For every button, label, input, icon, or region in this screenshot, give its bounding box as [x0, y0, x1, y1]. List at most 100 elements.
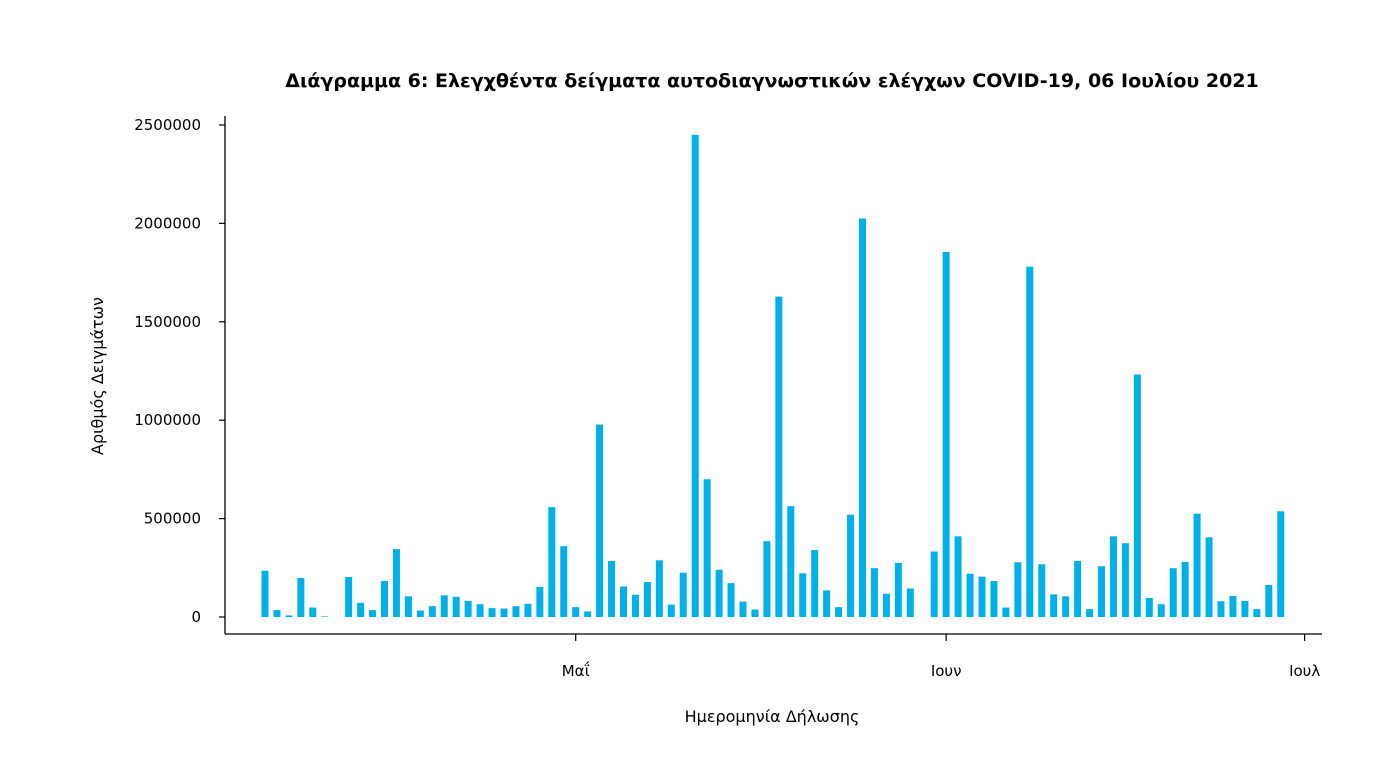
- bar: [345, 577, 353, 617]
- bar: [978, 576, 986, 617]
- bar: [1241, 600, 1249, 617]
- bars-group: [261, 134, 1285, 618]
- bar: [381, 580, 388, 617]
- y-tick-label: 0: [191, 608, 201, 626]
- bar: [1109, 536, 1117, 617]
- bar: [643, 581, 651, 617]
- bar: [882, 593, 890, 617]
- bar: [1157, 604, 1165, 617]
- bar: [1121, 543, 1129, 617]
- chart-title: Διάγραμμα 6: Ελεγχθέντα δείγματα αυτοδια…: [285, 70, 1259, 92]
- bar: [1038, 564, 1046, 617]
- bar: [1002, 607, 1010, 617]
- x-tick-label: Ιουν: [931, 662, 962, 680]
- bar: [1205, 537, 1213, 617]
- bar: [357, 602, 365, 617]
- x-axis-label: Ημερομηνία Δήλωσης: [685, 707, 860, 726]
- bar: [297, 578, 305, 617]
- bar: [1074, 560, 1082, 617]
- bar: [906, 588, 914, 617]
- bar: [655, 560, 663, 617]
- bar: [464, 600, 472, 617]
- bar: [428, 606, 436, 617]
- bar: [775, 296, 783, 617]
- bar: [1253, 609, 1261, 617]
- bar: [596, 424, 604, 617]
- y-tick-label: 500000: [144, 510, 201, 528]
- x-axis: Μαΐ Ιουν Ιουλ: [225, 633, 1322, 680]
- bar: [1014, 562, 1022, 617]
- bar: [285, 615, 293, 617]
- bar: [321, 616, 329, 617]
- bar: [1181, 561, 1189, 617]
- x-tick-label: Μαΐ: [562, 660, 590, 680]
- bar: [572, 607, 580, 617]
- bar: [942, 251, 950, 617]
- bar: [691, 134, 699, 617]
- bar: [715, 569, 723, 617]
- bar: [440, 595, 448, 617]
- y-axis-label: Αριθμός Δειγμάτων: [88, 297, 107, 455]
- bar: [309, 607, 317, 617]
- bar: [799, 573, 807, 617]
- bar: [1265, 584, 1273, 617]
- bar: [823, 590, 831, 617]
- bar: [990, 580, 998, 617]
- bar: [392, 549, 400, 617]
- bar: [894, 562, 902, 617]
- bar: [476, 604, 484, 617]
- bar: [500, 608, 508, 617]
- bar: [1229, 595, 1237, 617]
- bar: [524, 603, 532, 617]
- bar: [273, 610, 281, 617]
- bar: [369, 610, 377, 617]
- bar: [512, 606, 520, 617]
- bar: [548, 507, 556, 617]
- bar: [1169, 568, 1177, 617]
- x-tick-label: Ιουλ: [1289, 662, 1320, 680]
- bar: [261, 570, 269, 617]
- bar: [811, 550, 819, 617]
- bar: [859, 218, 866, 618]
- bar: [620, 586, 627, 617]
- bar: [452, 596, 460, 617]
- y-axis: 0 500000 1000000 1500000 2000000 2500000: [134, 116, 226, 634]
- bar: [835, 607, 843, 617]
- bar: [1086, 609, 1094, 617]
- bar: [1193, 513, 1201, 617]
- bar: [954, 536, 962, 617]
- bar: [930, 551, 938, 617]
- bar: [488, 608, 496, 617]
- bar: [1277, 511, 1285, 617]
- y-tick-label: 1500000: [134, 313, 201, 331]
- bar: [1050, 594, 1058, 617]
- bar: [966, 573, 974, 617]
- y-tick-label: 2000000: [134, 214, 201, 232]
- bar: [416, 610, 424, 617]
- bar: [847, 514, 855, 617]
- bar: [404, 596, 412, 617]
- bar: [739, 601, 747, 617]
- bar: [1098, 566, 1105, 617]
- bar: [1062, 596, 1070, 617]
- bar: [679, 572, 687, 617]
- bar: [727, 583, 735, 617]
- y-tick-label: 2500000: [134, 116, 201, 134]
- bar: [1145, 597, 1153, 617]
- bar: [703, 479, 711, 617]
- bar: [1217, 601, 1225, 617]
- bar: [763, 541, 771, 617]
- bar: [560, 546, 568, 617]
- y-tick-label: 1000000: [134, 411, 201, 429]
- bar: [1026, 266, 1034, 617]
- bar: [584, 611, 592, 617]
- bar: [631, 594, 639, 617]
- bar: [536, 586, 544, 617]
- bar: [667, 604, 675, 617]
- bar: [751, 609, 759, 617]
- bar: [787, 506, 795, 617]
- bar: [608, 560, 616, 617]
- bar: [870, 568, 878, 617]
